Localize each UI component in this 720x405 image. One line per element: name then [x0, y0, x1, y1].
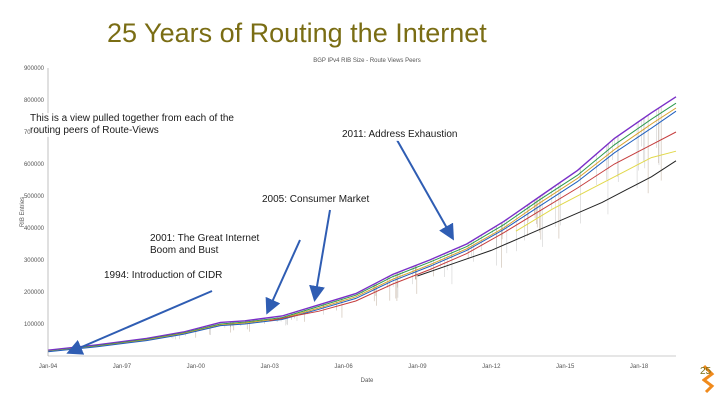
series-line — [47, 102, 677, 352]
x-tick-label: Jan-15 — [556, 364, 575, 370]
y-tick-label: 800000 — [24, 98, 45, 104]
y-axis-ticks: 1000002000003000004000005000006000007000… — [24, 66, 45, 328]
series-line — [47, 96, 677, 351]
y-tick-label: 600000 — [24, 162, 45, 168]
series-line — [269, 131, 677, 322]
event-1994-label: 1994: Introduction of CIDR — [104, 270, 223, 282]
y-tick-label: 400000 — [24, 226, 45, 232]
y-tick-label: 100000 — [24, 322, 45, 328]
event-2005-label: 2005: Consumer Market — [262, 194, 370, 206]
series-line — [417, 160, 677, 277]
y-axis-label: RIB Entries — [20, 197, 26, 227]
plot-background — [48, 68, 676, 356]
x-tick-label: Jan-97 — [113, 364, 132, 370]
arrow-2011 — [396, 139, 454, 241]
peers-note: This is a view pulled together from each… — [30, 113, 235, 137]
x-tick-label: Jan-03 — [260, 364, 279, 370]
page-number: 25 — [700, 366, 712, 377]
series-line — [515, 150, 677, 232]
event-2011-label: 2011: Address Exhaustion — [342, 129, 458, 141]
chart-title: BGP IPv4 RIB Size - Route Views Peers — [313, 58, 421, 64]
series-line — [47, 107, 677, 352]
series-line — [47, 110, 677, 353]
y-tick-label: 500000 — [24, 194, 45, 200]
x-tick-label: Jan-09 — [408, 364, 427, 370]
x-tick-label: Jan-18 — [630, 364, 649, 370]
event-2001-label: 2001: The Great Internet Boom and Bust — [150, 233, 270, 257]
series-lines — [47, 96, 677, 353]
slide-title: 25 Years of Routing the Internet — [107, 18, 487, 48]
x-tick-label: Jan-12 — [482, 364, 501, 370]
y-tick-label: 900000 — [24, 66, 45, 72]
x-tick-label: Jan-00 — [187, 364, 206, 370]
y-tick-label: 200000 — [24, 290, 45, 296]
x-tick-label: Jan-06 — [334, 364, 353, 370]
apnic-logo-icon — [702, 364, 715, 394]
arrow-1994 — [66, 290, 213, 355]
x-tick-label: Jan-94 — [39, 364, 58, 370]
x-axis-label: Date — [361, 378, 374, 384]
arrow-2005 — [309, 209, 331, 302]
x-axis-ticks: Jan-94 Jan-97 Jan-00 Jan-03 Jan-06 Jan-09 Jan-… — [39, 364, 649, 370]
arrow-2001 — [265, 239, 301, 315]
y-tick-label: 300000 — [24, 258, 45, 264]
